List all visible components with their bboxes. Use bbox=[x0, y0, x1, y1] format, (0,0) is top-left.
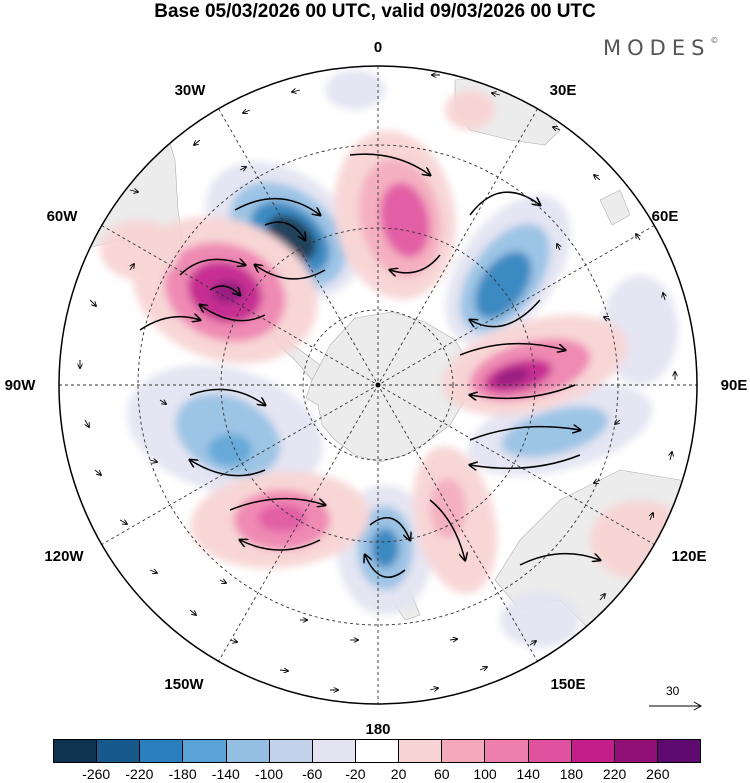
colorbar-swatch bbox=[226, 740, 270, 762]
reference-vector-label: 30 bbox=[666, 684, 680, 698]
colorbar-swatch bbox=[657, 740, 701, 762]
lon-label-30e: 30E bbox=[550, 82, 577, 99]
reference-vector: 30 bbox=[648, 684, 708, 714]
colorbar-swatch bbox=[54, 740, 98, 762]
colorbar-tick-label: 220 bbox=[602, 766, 627, 782]
colorbar-tick-label: -140 bbox=[211, 766, 240, 782]
colorbar-tick-label: -180 bbox=[168, 766, 197, 782]
brand-mark: © bbox=[710, 36, 719, 45]
colorbar-tick-label: 20 bbox=[390, 766, 407, 782]
lon-label-0: 0 bbox=[374, 39, 382, 56]
madagascar bbox=[599, 189, 631, 226]
colorbar-swatch bbox=[614, 740, 658, 762]
brand-text: MODES bbox=[603, 36, 711, 60]
lon-label-150w: 150W bbox=[164, 676, 204, 693]
colorbar-swatch bbox=[399, 740, 443, 762]
colorbar-tick-label: 100 bbox=[473, 766, 497, 782]
colorbar-swatch bbox=[312, 740, 356, 762]
lon-label-120e: 120E bbox=[671, 548, 706, 565]
colorbar-swatch bbox=[269, 740, 313, 762]
lon-label-30w: 30W bbox=[175, 82, 207, 99]
lon-label-90w: 90W bbox=[5, 377, 37, 394]
lon-label-60e: 60E bbox=[652, 208, 679, 225]
colorbar-swatch bbox=[571, 740, 615, 762]
colorbar-swatch bbox=[355, 740, 400, 762]
wind-arrows bbox=[80, 75, 675, 690]
lon-label-120w: 120W bbox=[44, 548, 84, 565]
polar-map: 0 30E 60E 90E 120E 150E 180 150W 120W 90… bbox=[5, 39, 748, 738]
streamlines bbox=[139, 153, 600, 579]
colorbar-ticks: -260 -220 -180 -140 -100 -60 -20 20 60 100 140 180 2… bbox=[0, 766, 750, 783]
colorbar-swatch bbox=[140, 740, 184, 762]
south-pole-marker bbox=[375, 382, 381, 388]
colorbar-tick-label: -20 bbox=[345, 766, 366, 782]
map-disk bbox=[59, 66, 697, 704]
colorbar-tick-label: 60 bbox=[434, 766, 450, 782]
map-title: Base 05/03/2026 00 UTC, valid 09/03/2026… bbox=[154, 1, 596, 22]
lon-label-90e: 90E bbox=[721, 377, 748, 394]
colorbar bbox=[53, 739, 701, 763]
colorbar-tick-label: -100 bbox=[254, 766, 284, 782]
colorbar-tick-label: -60 bbox=[302, 766, 323, 782]
colorbar-swatch bbox=[528, 740, 572, 762]
colorbar-tick-label: 140 bbox=[516, 766, 540, 782]
map-border bbox=[58, 65, 698, 705]
colorbar-tick-label: 180 bbox=[559, 766, 584, 782]
colorbar-tick-label: 260 bbox=[646, 766, 670, 782]
colorbar-swatch bbox=[442, 740, 486, 762]
colorbar-swatch bbox=[97, 740, 141, 762]
lon-label-150e: 150E bbox=[550, 676, 585, 693]
colorbar-swatch bbox=[485, 740, 529, 762]
colorbar-tick-label: -220 bbox=[125, 766, 154, 782]
colorbar-tick-label: -260 bbox=[82, 766, 111, 782]
modes-logo: MODES© bbox=[603, 36, 718, 60]
lon-label-60w: 60W bbox=[47, 208, 79, 225]
reference-arrow-icon bbox=[649, 701, 703, 711]
lon-label-180: 180 bbox=[365, 721, 390, 738]
colorbar-swatch bbox=[183, 740, 227, 762]
